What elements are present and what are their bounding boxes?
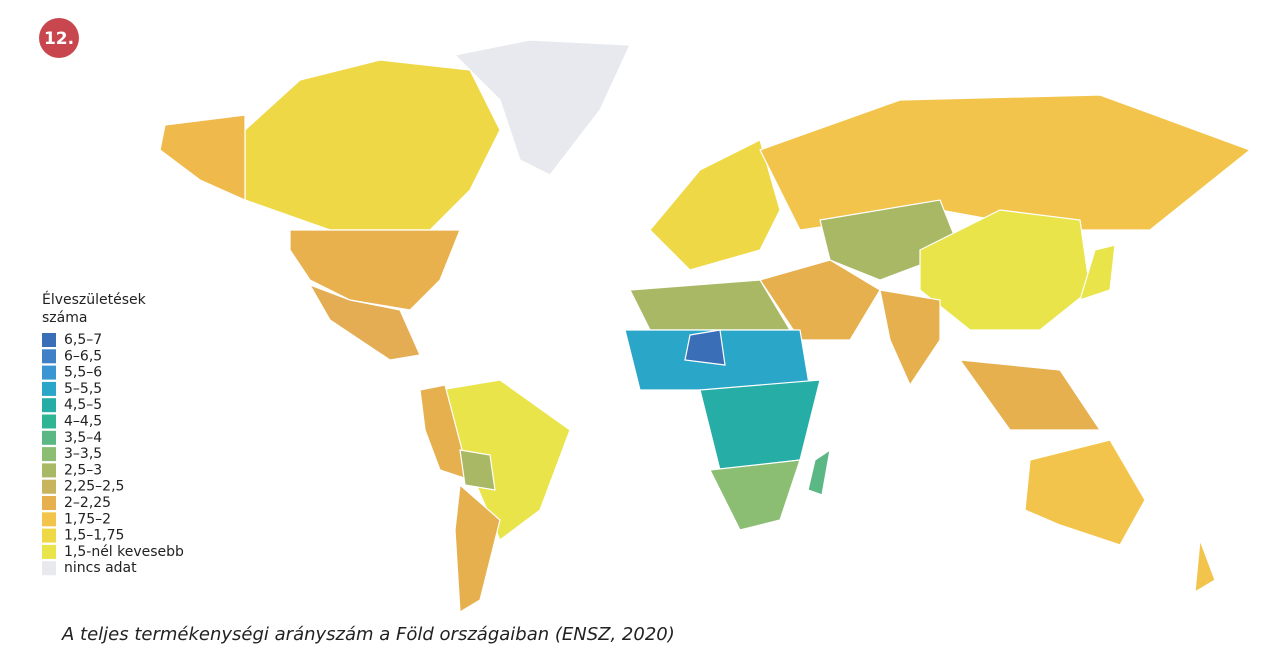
usa — [289, 229, 461, 311]
legend-label: 2,25–2,5 — [64, 479, 124, 495]
legend-label: 5,5–6 — [64, 365, 102, 381]
madagascar — [807, 448, 831, 496]
caption: A teljes termékenységi arányszám a Föld … — [61, 624, 675, 645]
greenland — [453, 39, 631, 176]
legend-label: nincs adat — [64, 560, 137, 576]
russia — [759, 94, 1252, 231]
legend-label: 1,5-nél kevesebb — [64, 544, 184, 560]
legend-label: 4,5–5 — [64, 397, 102, 413]
legend-title: Élveszületések — [42, 291, 147, 308]
canada — [244, 59, 501, 231]
bolivia — [459, 449, 496, 491]
legend-swatch — [42, 365, 56, 380]
badge-text: 12. — [44, 29, 74, 49]
legend-label: 1,75–2 — [64, 511, 111, 527]
legend-label: 5–5,5 — [64, 381, 102, 397]
new-zealand — [1194, 539, 1216, 594]
southern-africa — [709, 459, 801, 531]
andes — [419, 384, 471, 481]
legend-swatch — [42, 496, 56, 510]
legend-swatch — [42, 447, 56, 462]
legend-label: 2–2,25 — [64, 495, 111, 511]
badge — [39, 18, 79, 58]
legend-label: 2,5–3 — [64, 462, 102, 478]
niger — [684, 329, 726, 366]
legend-swatch — [42, 512, 56, 527]
legend-swatch — [42, 333, 56, 347]
europe — [649, 139, 781, 271]
mexico — [308, 283, 421, 361]
legend-label: 6–6,5 — [64, 348, 102, 364]
australia — [1024, 439, 1146, 546]
legend-label: 4–4,5 — [64, 414, 102, 430]
legend-label: 3–3,5 — [64, 446, 102, 462]
legend-swatch — [42, 463, 56, 478]
southeast-asia — [958, 359, 1102, 431]
world-map — [159, 39, 1252, 614]
legend-swatch — [42, 561, 56, 576]
japan — [1079, 244, 1116, 301]
legend-label: 6,5–7 — [64, 332, 102, 348]
legend-swatch — [42, 544, 56, 559]
legend-swatch — [42, 381, 56, 396]
india — [879, 289, 941, 387]
legend-label: 3,5–4 — [64, 430, 102, 446]
china — [919, 209, 1091, 331]
central-africa — [699, 379, 821, 471]
argentina — [454, 483, 501, 614]
legend-title: száma — [42, 310, 87, 326]
legend-swatch — [42, 398, 56, 413]
legend-label: 1,5–1,75 — [64, 528, 124, 544]
legend-swatch — [42, 349, 56, 364]
legend-swatch — [42, 414, 56, 429]
alaska — [159, 114, 246, 201]
legend-swatch — [42, 430, 56, 445]
legend-swatch — [42, 528, 56, 543]
legend-swatch — [42, 479, 56, 494]
